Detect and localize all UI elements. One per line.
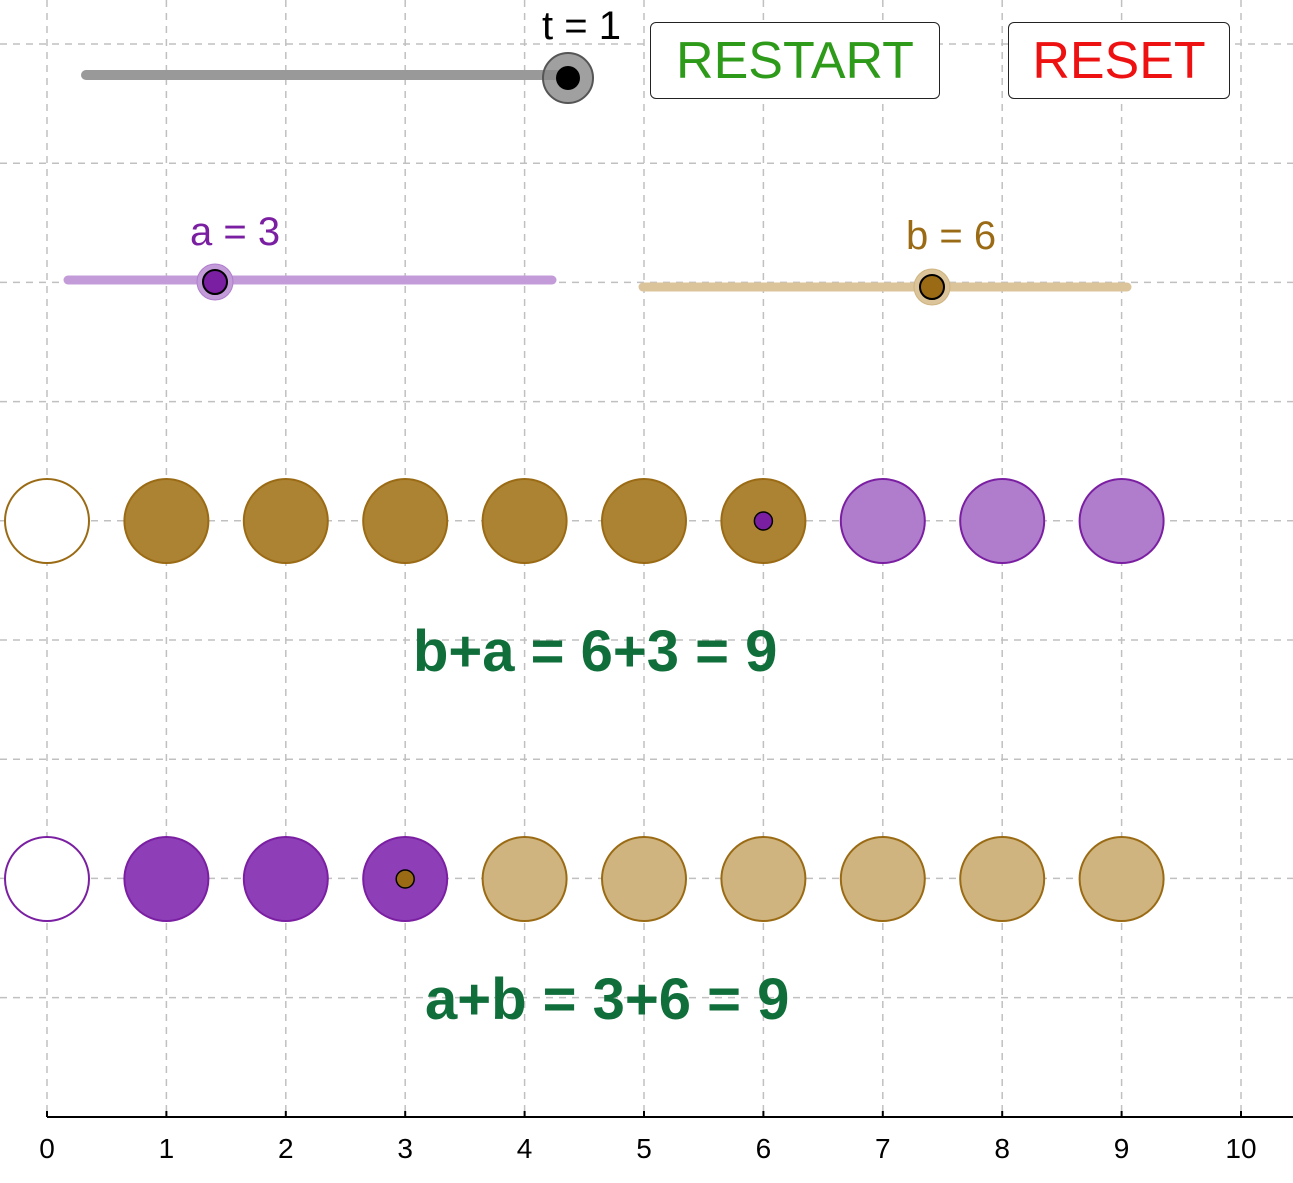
x-axis-tick-label: 5	[636, 1133, 652, 1164]
b-slider-label: b = 6	[906, 214, 997, 258]
x-axis-tick-label: 6	[756, 1133, 772, 1164]
reset-button-label: RESET	[1032, 31, 1206, 90]
x-axis-tick-label: 7	[875, 1133, 891, 1164]
t-slider-handle[interactable]	[556, 66, 580, 90]
b-slider[interactable]	[638, 268, 1132, 306]
b-circle	[123, 478, 210, 564]
a-circle	[959, 478, 1046, 564]
x-axis-tick-label: 1	[159, 1133, 175, 1164]
b-circle	[481, 478, 568, 564]
a-slider[interactable]	[63, 263, 557, 301]
b-circle	[839, 836, 926, 922]
b-circle	[720, 836, 807, 922]
a-circle	[242, 836, 329, 922]
b-slider-handle[interactable]	[919, 274, 945, 300]
restart-button-label: RESTART	[676, 31, 914, 90]
b-circle	[481, 836, 568, 922]
circles-row-a-plus-b	[4, 836, 1165, 922]
b-circle	[362, 478, 449, 564]
circles-row-b-plus-a	[4, 478, 1165, 564]
empty-circle	[4, 478, 90, 564]
empty-circle	[4, 836, 90, 922]
position-marker	[753, 511, 774, 531]
equation-a-plus-b: a+b = 3+6 = 9	[425, 967, 790, 1032]
x-axis-tick-label: 0	[39, 1133, 55, 1164]
restart-button[interactable]: RESTART	[650, 22, 940, 99]
b-circle	[959, 836, 1046, 922]
position-marker	[395, 869, 415, 889]
a-slider-label: a = 3	[190, 210, 281, 254]
x-axis-tick-label: 8	[994, 1133, 1010, 1164]
x-axis-tick-label: 2	[278, 1133, 294, 1164]
x-axis-tick-label: 10	[1225, 1133, 1256, 1164]
a-slider-handle[interactable]	[202, 269, 228, 295]
grid	[0, 0, 1293, 1117]
b-circle	[242, 478, 329, 564]
b-circle	[601, 478, 687, 564]
b-circle	[1078, 836, 1165, 922]
x-axis-tick-label: 3	[397, 1133, 413, 1164]
a-circle	[839, 478, 926, 564]
a-circle	[123, 836, 210, 922]
x-axis: 0 1 2 3 4 5 6 7 8 9 10	[39, 1111, 1293, 1164]
reset-button[interactable]: RESET	[1008, 22, 1230, 99]
x-axis-tick-label: 9	[1114, 1133, 1130, 1164]
a-circle	[1078, 478, 1165, 564]
equation-b-plus-a: b+a = 6+3 = 9	[413, 619, 778, 684]
t-slider-label: t = 1	[542, 4, 621, 48]
t-slider[interactable]	[81, 52, 594, 104]
x-axis-tick-label: 4	[517, 1133, 533, 1164]
b-circle	[601, 836, 687, 922]
